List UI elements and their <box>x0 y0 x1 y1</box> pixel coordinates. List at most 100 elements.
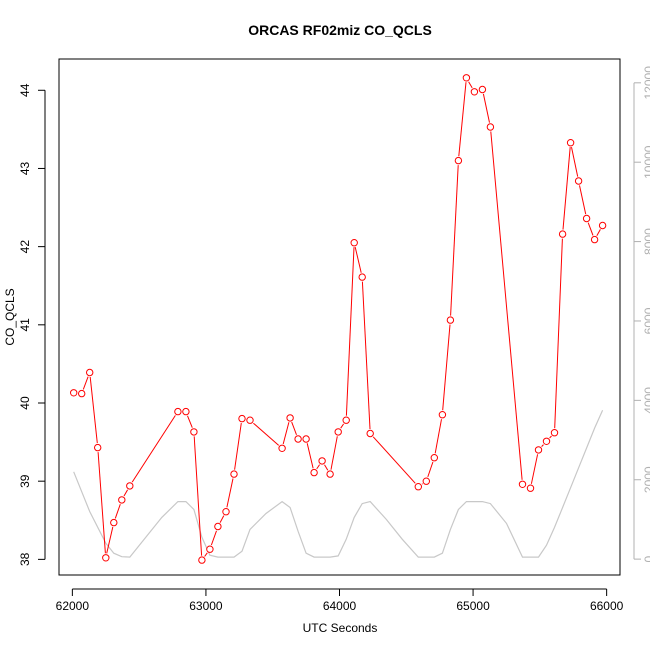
data-point <box>230 470 238 478</box>
primary-series-segment <box>571 146 579 177</box>
primary-series-segment <box>82 376 89 390</box>
data-point <box>350 239 358 247</box>
data-point <box>182 407 190 416</box>
data-point <box>310 468 318 477</box>
x-tick-label: 62000 <box>56 599 90 613</box>
primary-series-segment <box>193 436 203 556</box>
right-tick-label: 8000 <box>642 228 650 255</box>
primary-series-segment <box>562 147 571 230</box>
primary-series-segment <box>554 238 563 429</box>
data-point <box>70 389 78 397</box>
right-tick-label: 12000 <box>642 66 650 100</box>
data-point <box>86 368 94 377</box>
primary-series-segment <box>131 415 176 483</box>
right-tick-label: 6000 <box>642 307 650 334</box>
y-tick-label: 44 <box>18 83 32 97</box>
data-point <box>222 508 230 516</box>
data-point <box>94 443 102 452</box>
data-point <box>422 477 430 485</box>
data-point <box>542 437 551 445</box>
data-point <box>238 414 246 423</box>
x-tick-label: 65000 <box>456 599 490 613</box>
right-tick-label: 2000 <box>642 466 650 493</box>
data-point <box>294 435 302 443</box>
primary-series-segment <box>579 185 587 215</box>
data-point <box>102 554 110 562</box>
primary-series-segment <box>316 464 321 470</box>
data-point <box>470 88 479 96</box>
primary-series-segment <box>458 82 467 157</box>
primary-series-segment <box>427 461 434 478</box>
primary-series-segment <box>340 423 345 429</box>
primary-series-segment <box>123 489 129 497</box>
primary-series-segment <box>234 423 242 470</box>
primary-series-segment <box>450 165 459 316</box>
primary-series-segment <box>187 415 193 428</box>
primary-series-segment <box>587 222 594 236</box>
data-point <box>574 177 583 185</box>
primary-series-segment <box>596 229 601 236</box>
data-point <box>78 389 86 398</box>
secondary-series-line <box>73 410 604 558</box>
y-tick-label: 41 <box>18 318 32 332</box>
data-point <box>462 74 471 82</box>
x-axis-label: UTC Seconds <box>303 621 378 635</box>
plot-frame <box>58 58 621 576</box>
primary-series-segment <box>291 421 297 435</box>
x-tick-label: 66000 <box>590 599 624 613</box>
primary-series-segment <box>361 281 371 430</box>
data-point <box>278 444 286 452</box>
data-point <box>590 235 599 244</box>
primary-series-segment <box>306 443 314 469</box>
primary-series-segment <box>253 422 280 446</box>
primary-series-segment <box>330 436 338 470</box>
data-point <box>214 522 222 531</box>
data-point <box>366 429 374 438</box>
data-point <box>438 411 447 419</box>
right-tick-label: 0 <box>642 555 650 562</box>
primary-series-segment <box>541 444 544 447</box>
data-point <box>126 482 134 490</box>
data-point <box>118 496 126 504</box>
data-point <box>246 416 254 424</box>
primary-series-segment <box>549 435 552 439</box>
y-axis: 38 39 40 41 42 43 44 <box>18 83 46 566</box>
primary-series <box>70 74 607 564</box>
y-tick-label: 40 <box>18 396 32 410</box>
primary-series-segment <box>442 324 451 411</box>
primary-series-segment <box>89 376 98 444</box>
primary-series-segment <box>226 478 234 508</box>
primary-series-segment <box>324 464 329 471</box>
primary-series-segment <box>210 530 217 546</box>
data-point <box>198 556 206 564</box>
data-point <box>550 429 559 437</box>
right-tick-label: 10000 <box>642 145 650 179</box>
data-point <box>334 428 342 436</box>
data-point <box>326 470 334 478</box>
data-point <box>318 457 326 465</box>
right-axis: 0 2000 4000 6000 8000 10000 12000 <box>633 66 650 562</box>
y-tick-label: 42 <box>18 240 32 254</box>
primary-series-segment <box>282 422 290 445</box>
primary-series-segment <box>482 93 490 123</box>
x-tick-label: 64000 <box>323 599 357 613</box>
primary-series-segment <box>530 454 539 484</box>
data-point <box>534 446 543 454</box>
data-point <box>518 480 527 488</box>
primary-series-segment <box>97 452 106 554</box>
data-point <box>454 156 463 165</box>
data-point <box>286 414 294 422</box>
primary-series-segment <box>204 552 208 557</box>
primary-series-segment <box>114 504 121 519</box>
primary-series-segment <box>354 246 362 273</box>
data-point <box>342 416 350 424</box>
secondary-series <box>73 410 604 558</box>
data-point <box>206 545 214 553</box>
right-tick-label: 4000 <box>642 387 650 414</box>
data-point <box>110 518 118 527</box>
data-point <box>582 214 591 223</box>
x-tick-label: 63000 <box>189 599 223 613</box>
primary-series-segment <box>468 81 473 89</box>
data-point <box>414 483 422 491</box>
